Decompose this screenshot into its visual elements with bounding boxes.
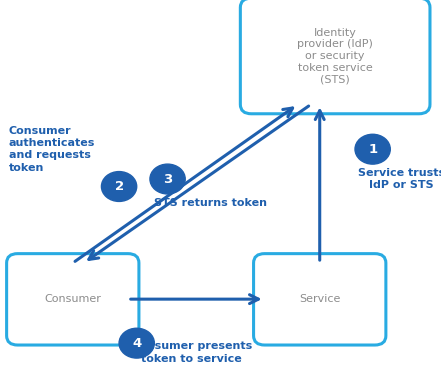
Circle shape	[355, 134, 390, 164]
FancyBboxPatch shape	[7, 254, 139, 345]
Text: 2: 2	[115, 180, 123, 193]
Text: STS returns token: STS returns token	[154, 198, 267, 208]
Text: Consumer presents
token to service: Consumer presents token to service	[131, 341, 252, 364]
Text: Consumer: Consumer	[45, 294, 101, 304]
FancyBboxPatch shape	[240, 0, 430, 114]
Text: 3: 3	[163, 173, 172, 185]
Text: Consumer
authenticates
and requests
token: Consumer authenticates and requests toke…	[9, 126, 95, 173]
Text: 1: 1	[368, 143, 377, 156]
Circle shape	[119, 328, 154, 358]
Text: Service trusts
IdP or STS: Service trusts IdP or STS	[358, 168, 441, 190]
Text: 4: 4	[132, 337, 141, 350]
Circle shape	[101, 172, 137, 201]
FancyBboxPatch shape	[254, 254, 386, 345]
Circle shape	[150, 164, 185, 194]
Text: Identity
provider (IdP)
or security
token service
(STS): Identity provider (IdP) or security toke…	[297, 28, 373, 84]
Text: Service: Service	[299, 294, 340, 304]
